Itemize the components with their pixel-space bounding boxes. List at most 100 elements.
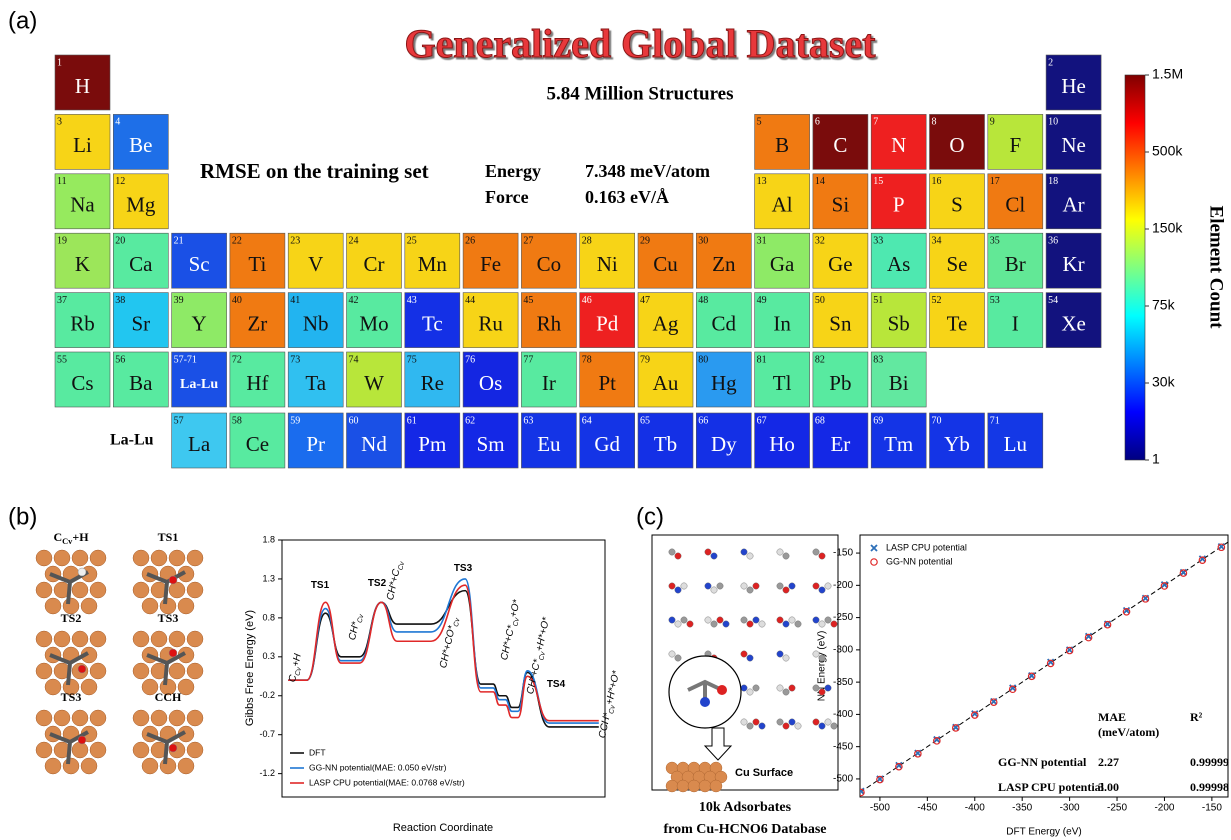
molecule-atom: [675, 553, 681, 559]
molecule-atom: [789, 685, 795, 691]
molecule-atom: [777, 651, 783, 657]
molecule-atom: [783, 723, 789, 729]
element-symbol: Se: [947, 252, 968, 276]
cu-atom: [36, 550, 52, 566]
molecule-atom: [777, 719, 783, 725]
cu-atom: [169, 631, 185, 647]
cu-atom: [160, 758, 176, 774]
element-symbol: K: [75, 252, 90, 276]
element-number: 12: [115, 176, 125, 187]
cu-atom: [72, 631, 88, 647]
colorbar-tick-label: 1: [1152, 451, 1160, 467]
element-number: 79: [640, 354, 650, 365]
element-number: 8: [932, 117, 937, 128]
element-symbol: Xe: [1061, 311, 1086, 335]
element-number: 47: [640, 295, 650, 306]
x-tick-label: -350: [1012, 803, 1032, 814]
annotation-part: TS2: [368, 578, 387, 589]
x-tick-label: -500: [870, 803, 890, 814]
structure-label-part: TS2: [61, 611, 82, 625]
x-axis-label: Reaction Coordinate: [393, 822, 493, 834]
table-cell: 0.99999: [1190, 755, 1229, 769]
element-symbol: Tl: [773, 371, 792, 395]
element-symbol: Cd: [712, 311, 737, 335]
element-number: 66: [698, 415, 708, 426]
molecule-atom: [777, 583, 783, 589]
element-number: 29: [640, 235, 650, 246]
cu-atom: [81, 758, 97, 774]
element-number: 73: [290, 354, 300, 365]
cu-atom: [169, 582, 185, 598]
molecule-atom: [813, 583, 819, 589]
adsorbate-atom: [78, 568, 86, 576]
cu-atom: [45, 758, 61, 774]
element-symbol: Fe: [480, 252, 501, 276]
cu-atom: [151, 550, 167, 566]
annotation-part: CH*+C*: [525, 657, 543, 695]
molecule-atom: [813, 549, 819, 555]
element-number: 71: [990, 415, 1000, 426]
cu-atom: [81, 598, 97, 614]
element-number: 67: [757, 415, 767, 426]
element-number: 20: [115, 235, 125, 246]
table-cell: 0.99998: [1190, 780, 1229, 794]
element-number: 72: [232, 354, 242, 365]
x-tick-label: -150: [1202, 803, 1222, 814]
annotation-part: Cv: [357, 613, 366, 623]
force-value: 0.163 eV/Å: [585, 187, 669, 207]
element-symbol: Dy: [711, 432, 737, 456]
cu-atom: [45, 598, 61, 614]
element-number: 64: [582, 415, 592, 426]
colorbar-tick-label: 1.5M: [1152, 66, 1183, 82]
molecule-atom: [669, 549, 675, 555]
annotation: CCH*Cv+H*+O*: [597, 669, 624, 740]
molecule-atom: [741, 719, 747, 725]
element-number: 42: [349, 295, 359, 306]
y-tick-label: 1.3: [262, 573, 275, 583]
molecule-atom: [681, 617, 687, 623]
molecule-atom: [747, 621, 753, 627]
molecule-atom: [813, 617, 819, 623]
element-symbol: Al: [772, 193, 793, 217]
lanthanide-row-label: La-Lu: [110, 432, 154, 449]
element-symbol: Ti: [248, 252, 266, 276]
element-number: 3: [57, 117, 62, 128]
element-number: 80: [698, 354, 708, 365]
cu-atom: [90, 550, 106, 566]
x-tick-label: -250: [1107, 803, 1127, 814]
rmse-label: RMSE on the training set: [200, 159, 429, 183]
element-number: 61: [407, 415, 417, 426]
annotation-part: CH*+CO*: [438, 624, 458, 669]
element-symbol: O: [949, 133, 964, 157]
x-tick-label: -300: [1060, 803, 1080, 814]
y-tick-label: -0.7: [259, 729, 275, 739]
element-symbol: Os: [479, 371, 502, 395]
element-number: 45: [523, 295, 533, 306]
molecule-atom: [747, 689, 753, 695]
element-symbol: Nb: [303, 311, 329, 335]
cu-atom: [187, 582, 203, 598]
cu-atom: [133, 582, 149, 598]
annotation-part: CCH*: [597, 711, 613, 739]
table-header: MAE: [1098, 710, 1126, 724]
legend-label: LASP CPU potential(MAE: 0.0768 eV/str): [309, 777, 465, 787]
legend-label: LASP CPU potential: [886, 542, 967, 552]
element-symbol: S: [951, 193, 963, 217]
element-symbol: Kr: [1063, 252, 1085, 276]
y-tick-label: -500: [833, 774, 853, 785]
element-number: 43: [407, 295, 417, 306]
annotation: TS2: [368, 578, 387, 589]
annotation-part: TS4: [547, 679, 566, 690]
molecule-atom: [777, 617, 783, 623]
cu-atom: [178, 598, 194, 614]
molecule-atom: [747, 553, 753, 559]
element-number: 56: [115, 354, 125, 365]
element-symbol: Ca: [129, 252, 153, 276]
element-symbol: Ho: [769, 432, 795, 456]
molecule-atom: [813, 685, 819, 691]
element-number: 60: [349, 415, 359, 426]
molecule-atom: [825, 685, 831, 691]
element-symbol: Ga: [770, 252, 795, 276]
molecule-atom: [813, 651, 819, 657]
element-symbol: Pt: [598, 371, 616, 395]
